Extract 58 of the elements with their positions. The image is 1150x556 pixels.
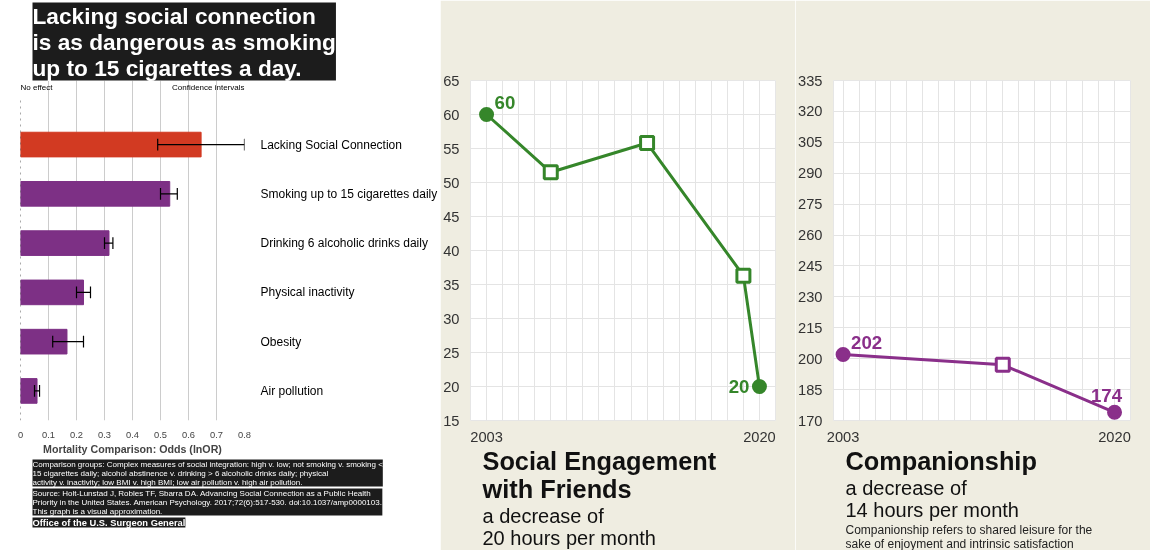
y-tick-label: 320 — [798, 103, 823, 120]
x-tick-label: 0.7 — [210, 429, 223, 440]
y-tick-label: 20 — [443, 378, 460, 395]
x-tick-label: 0.5 — [154, 429, 167, 440]
x-tick-label: 0 — [17, 429, 24, 440]
chart-title: Lacking social connection is as dangerous as smoking up to 15 cigarettes a day. — [32, 2, 336, 81]
y-tick-label: 335 — [798, 72, 823, 89]
text: Social Engagement with Friends — [481, 446, 717, 503]
y-tick-label: 200 — [798, 350, 823, 367]
y-tick-label: 65 — [443, 72, 460, 89]
y-tick-label: Air pollution — [260, 383, 324, 398]
x-tick-label: 2003 — [470, 428, 503, 445]
text: Office of the U.S. Surgeon General — [32, 517, 186, 528]
x-tick-label: 0.1 — [42, 429, 55, 440]
ref-line-label: No effect — [20, 82, 54, 92]
y-tick-label: 230 — [798, 288, 823, 305]
source-note: Source: Holt-Lunstad J, Robles TF, Sbarra DA. Advancing Social Connection as a Public Health Priority in the United States. American Psychology. 2017;72(6):517-530. doi:10.1037/amp0000103. This graph is a visual approximation. — [32, 488, 382, 516]
x-tick-label: 2020 — [1098, 428, 1131, 445]
text: Companionship — [845, 446, 1037, 475]
y-tick-label: Obesity — [260, 334, 302, 349]
text: Comparison groups: Complex measures of social integration: high v. low; not smoking v. smoking < 15 cigarettes daily; alcohol abstinence v. drinking > 6 alcoholic drinks daily; physical activity v. inactivity; low BMI v. high BMI; low air pollution v. high air pollution. — [32, 459, 384, 487]
data-label: 20 — [728, 376, 750, 397]
y-tick-label: 35 — [443, 276, 460, 293]
x-axis-title: Mortality Comparison: Odds (lnOR) — [43, 442, 223, 455]
x-tick-label: 0.2 — [70, 429, 83, 440]
x-tick-label: 2020 — [743, 428, 776, 445]
data-label: 202 — [851, 331, 883, 353]
x-tick-label: 0.8 — [238, 429, 251, 440]
y-tick-label: 305 — [798, 134, 823, 151]
y-tick-label: 40 — [443, 242, 460, 259]
text: a decrease of 14 hours per month — [845, 476, 1019, 521]
data-label: 60 — [494, 91, 516, 113]
x-tick-label: 2003 — [826, 428, 860, 445]
y-tick-label: 185 — [798, 381, 823, 398]
y-tick-label: Drinking 6 alcoholic drinks daily — [260, 236, 428, 251]
y-tick-label: 45 — [443, 208, 460, 225]
y-tick-label: 290 — [798, 165, 823, 182]
text: Companionship refers to shared leisure for the sake of enjoyment and intrinsic satisfaction — [845, 522, 1093, 551]
y-tick-label: 60 — [443, 106, 460, 123]
text: a decrease of 20 hours per month — [482, 504, 656, 549]
y-tick-label: 25 — [443, 344, 460, 361]
y-tick-label: Smoking up to 15 cigarettes daily — [260, 186, 438, 201]
y-tick-label: 245 — [798, 257, 823, 274]
annotation: Confidence intervals — [172, 82, 245, 92]
y-tick-label: 15 — [443, 412, 460, 429]
y-tick-label: Lacking Social Connection — [260, 137, 402, 152]
y-tick-label: 275 — [798, 196, 823, 213]
x-tick-label: 0.3 — [98, 429, 111, 440]
y-tick-label: 30 — [443, 310, 460, 327]
y-tick-label: 50 — [443, 174, 460, 191]
x-tick-label: 0.6 — [182, 429, 195, 440]
data-label: 174 — [1090, 385, 1123, 407]
y-tick-label: 260 — [798, 227, 823, 244]
y-tick-label: 170 — [798, 412, 823, 429]
y-tick-label: 215 — [798, 319, 823, 336]
y-tick-label: 55 — [443, 140, 460, 157]
y-tick-label: Physical inactivity — [260, 285, 355, 300]
x-tick-label: 0.4 — [126, 429, 139, 440]
